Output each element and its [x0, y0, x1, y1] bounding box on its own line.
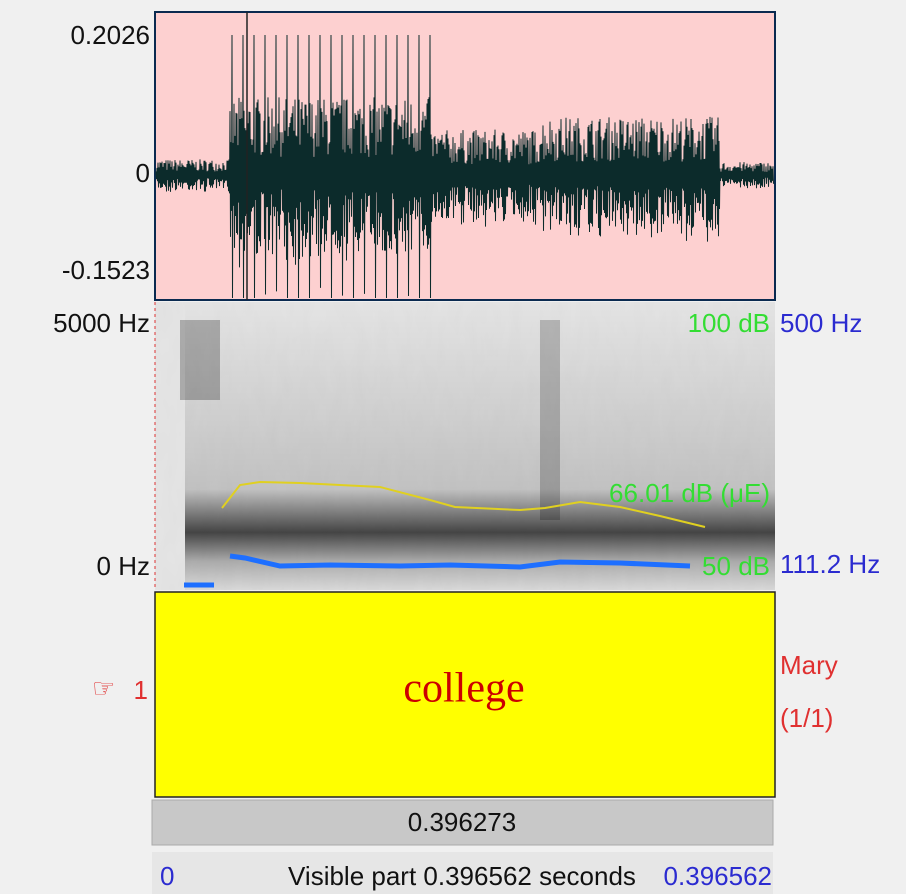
tier-count: (1/1): [780, 703, 833, 733]
spectrogram-energy: [540, 320, 560, 520]
amplitude-max: 0.2026: [70, 20, 150, 50]
page: 0.2026 0 -0.1523 5000 Hz 0 Hz 100 dB 500…: [0, 0, 906, 894]
visible-end: 0.396562: [664, 861, 772, 891]
pointer-icon: ☞: [92, 673, 115, 703]
spectrogram-energy: [180, 320, 220, 400]
praat-window: 0.2026 0 -0.1523 5000 Hz 0 Hz 100 dB 500…: [0, 0, 906, 894]
tier-number: 1: [134, 675, 148, 705]
pitch-value: 111.2 Hz: [780, 549, 880, 579]
freq-bottom: 0 Hz: [97, 551, 150, 581]
visible-part: Visible part 0.396562 seconds: [288, 861, 636, 891]
intensity-bottom: 50 dB: [702, 551, 770, 581]
spectrogram-energy: [185, 302, 775, 590]
pitch-top: 500 Hz: [780, 308, 862, 338]
interval-label[interactable]: college: [403, 666, 524, 712]
intensity-top: 100 dB: [688, 308, 770, 338]
visible-start: 0: [160, 861, 174, 891]
intensity-value: 66.01 dB (μE): [609, 478, 770, 508]
amplitude-min: -0.1523: [62, 255, 150, 285]
freq-top: 5000 Hz: [53, 308, 150, 338]
amplitude-zero: 0: [136, 158, 150, 188]
selection-duration: 0.396273: [408, 807, 516, 837]
tier-name: Mary: [780, 650, 838, 680]
